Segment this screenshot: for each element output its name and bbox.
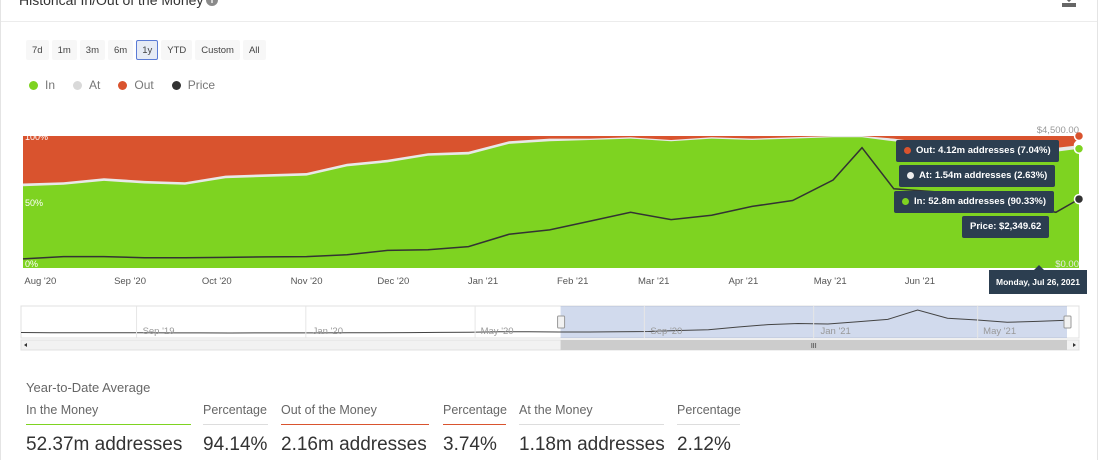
main-chart: 100% 50% 0% $4,500.00 $0.00 Aug '20 Sep '20 Oct… xyxy=(22,125,1085,287)
legend-label-out: Out xyxy=(134,78,154,92)
in-marker xyxy=(1073,143,1085,155)
legend-item-at[interactable]: At xyxy=(73,78,100,92)
navigator-handle-right[interactable] xyxy=(1063,315,1072,329)
tooltip-in: In: 52.8m addresses (90.33%) xyxy=(894,191,1055,213)
scroll-left-arrow-icon[interactable] xyxy=(24,343,27,347)
navigator-tick-label: Jan '20 xyxy=(313,326,343,337)
stat-block: Percentage 3.74% xyxy=(443,403,507,456)
stat-block: At the Money 1.18m addresses xyxy=(519,403,665,456)
stat-value: 1.18m addresses xyxy=(519,434,665,455)
legend-item-price[interactable]: Price xyxy=(171,78,216,92)
range-button-3m[interactable]: 3m xyxy=(79,40,105,60)
scrollbar-grip: III xyxy=(811,343,817,350)
x-tick-label: Apr '21 xyxy=(728,276,758,287)
legend-dot-out xyxy=(118,80,128,90)
navigator-handle-left[interactable] xyxy=(557,315,566,329)
card-header: Historical In/Out of the Money i xyxy=(1,0,1097,22)
range-selector: 7d 1m 3m 6m 1y YTD Custom All xyxy=(26,40,266,60)
chart-title: Historical In/Out of the Money xyxy=(19,0,204,8)
x-tick-label: Jan '21 xyxy=(468,276,498,287)
scroll-right-arrow-icon[interactable] xyxy=(1073,343,1076,347)
stat-block: Percentage 94.14% xyxy=(203,403,268,456)
tooltip-at-text: At: 1.54m addresses (2.63%) xyxy=(919,170,1048,181)
stat-value: 2.12% xyxy=(677,434,731,455)
tooltip-at: At: 1.54m addresses (2.63%) xyxy=(899,165,1056,187)
range-button-1y[interactable]: 1y xyxy=(136,40,159,60)
range-button-1m[interactable]: 1m xyxy=(51,40,77,60)
navigator-tick-label: May '21 xyxy=(983,326,1016,337)
legend-label-in: In xyxy=(45,78,56,92)
x-tick-label: Sep '20 xyxy=(114,276,146,287)
stat-heading: In the Money xyxy=(26,403,191,425)
series-price-line xyxy=(22,146,1080,260)
x-tick-label: May '21 xyxy=(814,276,847,287)
legend-dot-at xyxy=(73,80,83,90)
tooltip-date: Monday, Jul 26, 2021 xyxy=(989,265,1087,294)
navigator[interactable]: Sep '19 Jan '20 May '20 Sep '20 Jan '21 May '… xyxy=(1,300,1098,355)
stat-heading: Percentage xyxy=(443,403,507,425)
summary-title: Year-to-Date Average xyxy=(26,380,151,395)
legend-label-at: At xyxy=(89,78,101,92)
navigator-tick-label: Sep '20 xyxy=(650,326,682,337)
chart-legend: In At Out Price xyxy=(29,78,215,92)
stat-block: In the Money 52.37m addresses xyxy=(26,403,191,456)
x-tick-label: Aug '20 xyxy=(24,276,56,287)
range-button-custom[interactable]: Custom xyxy=(195,40,240,60)
legend-item-out[interactable]: Out xyxy=(118,78,154,92)
stat-block: Out of the Money 2.16m addresses xyxy=(281,403,429,456)
range-button-7d[interactable]: 7d xyxy=(26,40,49,60)
x-tick-label: Oct '20 xyxy=(202,276,232,287)
x-tick-label: Feb '21 xyxy=(557,276,588,287)
y-tick-label: 0% xyxy=(25,259,38,269)
stat-block: Percentage 2.12% xyxy=(677,403,741,456)
y-tick-label: 50% xyxy=(25,198,43,208)
x-tick-label: Dec '20 xyxy=(377,276,409,287)
stat-value: 52.37m addresses xyxy=(26,434,183,455)
price-tick-label: $0.00 xyxy=(1055,259,1079,270)
stat-value: 2.16m addresses xyxy=(281,434,427,455)
x-tick-label: Jun '21 xyxy=(905,276,935,287)
stat-heading: At the Money xyxy=(519,403,664,425)
navigator-tick-label: May '20 xyxy=(481,326,514,337)
navigator-tick-label: Sep '19 xyxy=(143,326,175,337)
x-tick-label: Mar '21 xyxy=(638,276,669,287)
legend-label-price: Price xyxy=(187,78,216,92)
tooltip-price: Price: $2,349.62 xyxy=(962,216,1050,238)
tooltip-out-dot xyxy=(904,146,911,154)
download-icon[interactable] xyxy=(1061,0,1077,7)
price-tick-label: $4,500.00 xyxy=(1037,125,1079,136)
range-button-6m[interactable]: 6m xyxy=(107,40,134,60)
range-button-ytd[interactable]: YTD xyxy=(161,40,193,60)
stat-heading: Out of the Money xyxy=(281,403,429,425)
tooltip-out: Out: 4.12m addresses (7.04%) xyxy=(896,140,1059,162)
legend-item-in[interactable]: In xyxy=(29,78,55,92)
tooltip-out-text: Out: 4.12m addresses (7.04%) xyxy=(916,145,1051,156)
tooltip-in-dot xyxy=(902,197,909,205)
tooltip-price-text: Price: $2,349.62 xyxy=(970,221,1042,232)
price-marker xyxy=(1073,193,1085,205)
scrollbar-track[interactable] xyxy=(20,339,1080,351)
scrollbar-thumb[interactable] xyxy=(560,340,1067,350)
x-tick-label: Nov '20 xyxy=(291,276,323,287)
stat-heading: Percentage xyxy=(677,403,741,425)
legend-dot-in xyxy=(29,80,38,90)
navigator-tick-label: Jan '21 xyxy=(820,326,850,337)
tooltip-at-dot xyxy=(907,171,914,179)
stat-value: 3.74% xyxy=(443,434,497,455)
stat-heading: Percentage xyxy=(203,403,268,425)
series-in-area xyxy=(23,137,1079,268)
legend-dot-price xyxy=(171,80,181,90)
info-icon[interactable]: i xyxy=(206,0,218,6)
navigator-price-line xyxy=(20,309,1068,334)
tooltip-in-text: In: 52.8m addresses (90.33%) xyxy=(914,196,1047,207)
stat-value: 94.14% xyxy=(203,434,268,455)
y-tick-label: 100% xyxy=(25,132,48,142)
range-button-all[interactable]: All xyxy=(242,40,266,60)
